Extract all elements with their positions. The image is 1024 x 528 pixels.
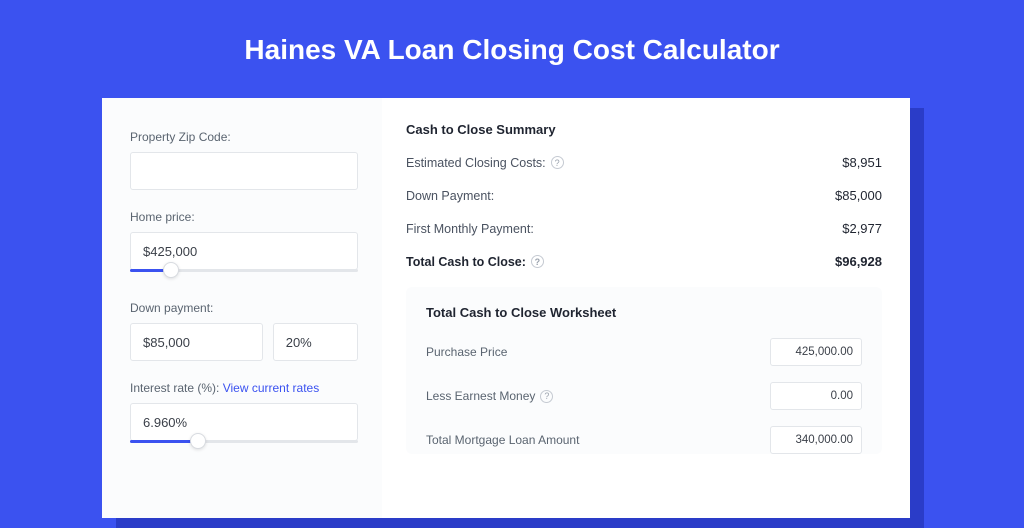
summary-row-first-payment: First Monthly Payment: $2,977	[406, 221, 882, 236]
down-payment-input[interactable]	[130, 323, 263, 361]
worksheet-row-purchase-price: Purchase Price	[426, 338, 862, 366]
interest-rate-slider[interactable]	[130, 438, 358, 452]
inputs-column: Property Zip Code: Home price: Down paym…	[102, 98, 382, 518]
page-title: Haines VA Loan Closing Cost Calculator	[0, 0, 1024, 92]
summary-total-label: Total Cash to Close:	[406, 255, 526, 269]
worksheet-label: Less Earnest Money	[426, 389, 535, 403]
worksheet-mortgage-amount-input[interactable]	[770, 426, 862, 454]
summary-row-down-payment: Down Payment: $85,000	[406, 188, 882, 203]
results-column: Cash to Close Summary Estimated Closing …	[382, 98, 910, 518]
down-payment-pct-input[interactable]	[273, 323, 358, 361]
summary-row-closing-costs: Estimated Closing Costs: ? $8,951	[406, 155, 882, 170]
home-price-field-group: Home price:	[130, 210, 358, 281]
worksheet-label: Total Mortgage Loan Amount	[426, 433, 579, 447]
slider-thumb[interactable]	[163, 262, 179, 278]
slider-fill	[130, 440, 198, 443]
down-payment-label: Down payment:	[130, 301, 358, 315]
view-rates-link[interactable]: View current rates	[223, 381, 320, 395]
worksheet-row-earnest-money: Less Earnest Money ?	[426, 382, 862, 410]
interest-rate-label-row: Interest rate (%): View current rates	[130, 381, 358, 395]
summary-label: Down Payment:	[406, 189, 494, 203]
summary-title: Cash to Close Summary	[406, 122, 882, 137]
worksheet-row-mortgage-amount: Total Mortgage Loan Amount	[426, 426, 862, 454]
worksheet-purchase-price-input[interactable]	[770, 338, 862, 366]
help-icon[interactable]: ?	[531, 255, 544, 268]
interest-rate-field-group: Interest rate (%): View current rates	[130, 381, 358, 452]
worksheet-label: Purchase Price	[426, 345, 507, 359]
zip-input[interactable]	[130, 152, 358, 190]
interest-rate-label: Interest rate (%):	[130, 381, 219, 395]
worksheet-title: Total Cash to Close Worksheet	[426, 305, 862, 320]
zip-field-group: Property Zip Code:	[130, 130, 358, 190]
summary-label: First Monthly Payment:	[406, 222, 534, 236]
summary-value: $2,977	[842, 221, 882, 236]
zip-label: Property Zip Code:	[130, 130, 358, 144]
summary-row-total: Total Cash to Close: ? $96,928	[406, 254, 882, 269]
summary-value: $85,000	[835, 188, 882, 203]
slider-thumb[interactable]	[190, 433, 206, 449]
summary-total-value: $96,928	[835, 254, 882, 269]
interest-rate-input[interactable]	[130, 403, 358, 441]
summary-value: $8,951	[842, 155, 882, 170]
down-payment-field-group: Down payment:	[130, 301, 358, 361]
help-icon[interactable]: ?	[540, 390, 553, 403]
home-price-label: Home price:	[130, 210, 358, 224]
worksheet-earnest-money-input[interactable]	[770, 382, 862, 410]
help-icon[interactable]: ?	[551, 156, 564, 169]
worksheet-card: Total Cash to Close Worksheet Purchase P…	[406, 287, 882, 454]
summary-label: Estimated Closing Costs:	[406, 156, 546, 170]
home-price-slider[interactable]	[130, 267, 358, 281]
calculator-panel: Property Zip Code: Home price: Down paym…	[102, 98, 910, 518]
